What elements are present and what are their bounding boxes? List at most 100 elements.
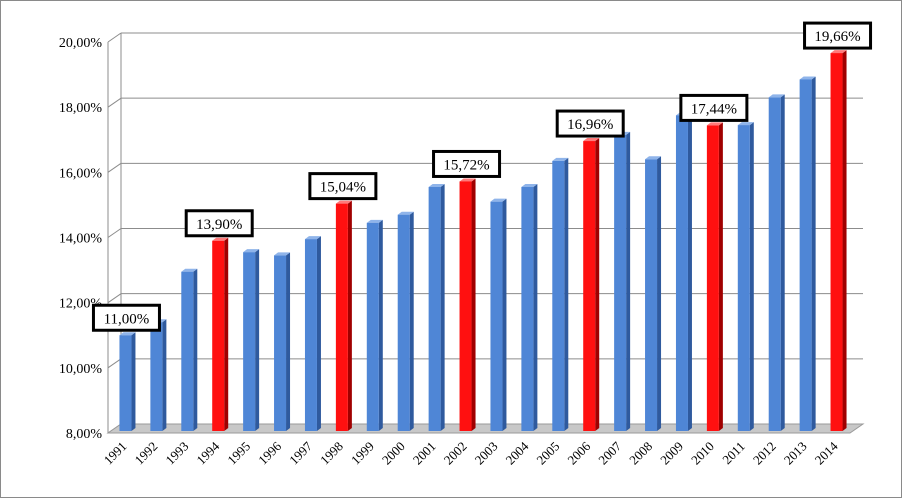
bar-side [780, 94, 785, 432]
bar-side [409, 211, 414, 431]
data-label-1998: 15,04% [308, 172, 378, 201]
bar-top [274, 252, 291, 256]
bar-top [583, 138, 600, 142]
bar-1996 [274, 252, 291, 431]
x-tick-label: 2001 [410, 439, 439, 468]
bar-front [459, 181, 472, 431]
bar-1993 [181, 268, 198, 431]
data-label-box [803, 21, 873, 50]
bar-side [718, 122, 723, 431]
bar-front [614, 134, 627, 432]
bar-side [749, 122, 754, 432]
bar-front [521, 186, 534, 431]
bar-1999 [366, 219, 383, 431]
bar-front [583, 141, 596, 431]
data-label-2014: 19,66% [803, 21, 873, 50]
x-tick-label: 2005 [533, 439, 562, 468]
y-tick-label: 10,00% [59, 362, 103, 377]
bar-1997 [304, 236, 321, 431]
bar-front [768, 97, 781, 432]
bar-top [830, 50, 847, 54]
data-label-1994: 13,90% [184, 209, 254, 238]
data-label-box [555, 109, 625, 138]
bar-side [626, 131, 631, 432]
bar-top [645, 156, 662, 160]
bar-top [119, 332, 136, 336]
x-tick-label: 2008 [626, 439, 655, 468]
bar-2008 [645, 156, 662, 432]
bar-top [521, 183, 538, 187]
bar-side [502, 198, 507, 431]
bar-1995 [243, 249, 260, 431]
data-label-box [432, 149, 502, 178]
y-axis-ticks: 8,00% 10,00% 12,00% 14,00% 16,00% 18,00% 20,00… [59, 36, 103, 442]
bar-2010 [706, 122, 723, 431]
data-label-text: 19,66% [814, 29, 860, 45]
x-tick-label: 2009 [657, 439, 686, 468]
bar-front [737, 125, 750, 432]
bar-front [799, 79, 812, 432]
x-tick-label: 2006 [564, 438, 593, 467]
bar-front [397, 214, 410, 431]
bar-top [799, 76, 816, 80]
bar-side [347, 200, 352, 431]
x-tick-label: 1994 [193, 438, 222, 467]
bar-top [706, 122, 723, 126]
x-tick-label: 2004 [503, 438, 532, 467]
bar-2013 [799, 76, 816, 432]
bar-top [397, 211, 414, 215]
bar-front [706, 125, 719, 431]
gridline-depth [107, 293, 122, 304]
gridline-depth [107, 228, 122, 238]
y-tick-label: 20,00% [59, 36, 103, 51]
data-label-box [308, 172, 378, 201]
bar-top [459, 178, 476, 182]
bar-front [274, 255, 287, 431]
data-label-box [91, 303, 161, 332]
data-label-text: 11,00% [104, 311, 150, 327]
bar-2002 [459, 178, 476, 431]
bar-side [657, 156, 662, 432]
x-axis-ticks: 1991 1992 1993 1994 1995 1996 1997 1998 1999 2000… [101, 438, 841, 467]
x-tick-label: 1992 [132, 439, 161, 468]
bar-side [687, 112, 692, 431]
data-label-2010: 17,44% [679, 93, 749, 122]
bar-front [552, 160, 565, 431]
bar-top [304, 236, 321, 240]
floor [106, 423, 865, 434]
bar-side [286, 252, 291, 431]
bar-2011 [737, 122, 754, 432]
bar-2003 [490, 198, 507, 431]
bar-top [490, 198, 507, 202]
bar-top [181, 268, 198, 272]
bar-2000 [397, 211, 414, 431]
x-tick-label: 1995 [224, 439, 253, 468]
x-tick-label: 2002 [441, 439, 470, 468]
bar-side [811, 76, 816, 432]
bar-front [645, 159, 658, 432]
x-tick-label: 2014 [812, 438, 841, 467]
bar-side [533, 183, 538, 431]
bar-front [304, 239, 317, 431]
bar-top [428, 183, 445, 187]
gridline-depth [107, 32, 122, 43]
bar-side [224, 237, 229, 431]
bar-side [842, 50, 847, 431]
bar-top [366, 219, 383, 223]
x-tick-label: 1999 [348, 439, 377, 468]
data-label-box [184, 209, 254, 238]
bar-1991 [119, 332, 136, 431]
x-tick-label: 1996 [255, 438, 284, 467]
bar-front [675, 115, 688, 431]
bar-front [119, 335, 132, 431]
x-tick-label: 1991 [101, 439, 130, 468]
x-tick-label: 1997 [286, 438, 315, 467]
bar-1992 [150, 319, 167, 431]
x-tick-label: 2007 [595, 438, 624, 467]
bar-front [150, 322, 163, 431]
bar-side [471, 178, 476, 431]
x-tick-label: 1993 [162, 439, 191, 468]
bar-1998 [335, 200, 352, 431]
